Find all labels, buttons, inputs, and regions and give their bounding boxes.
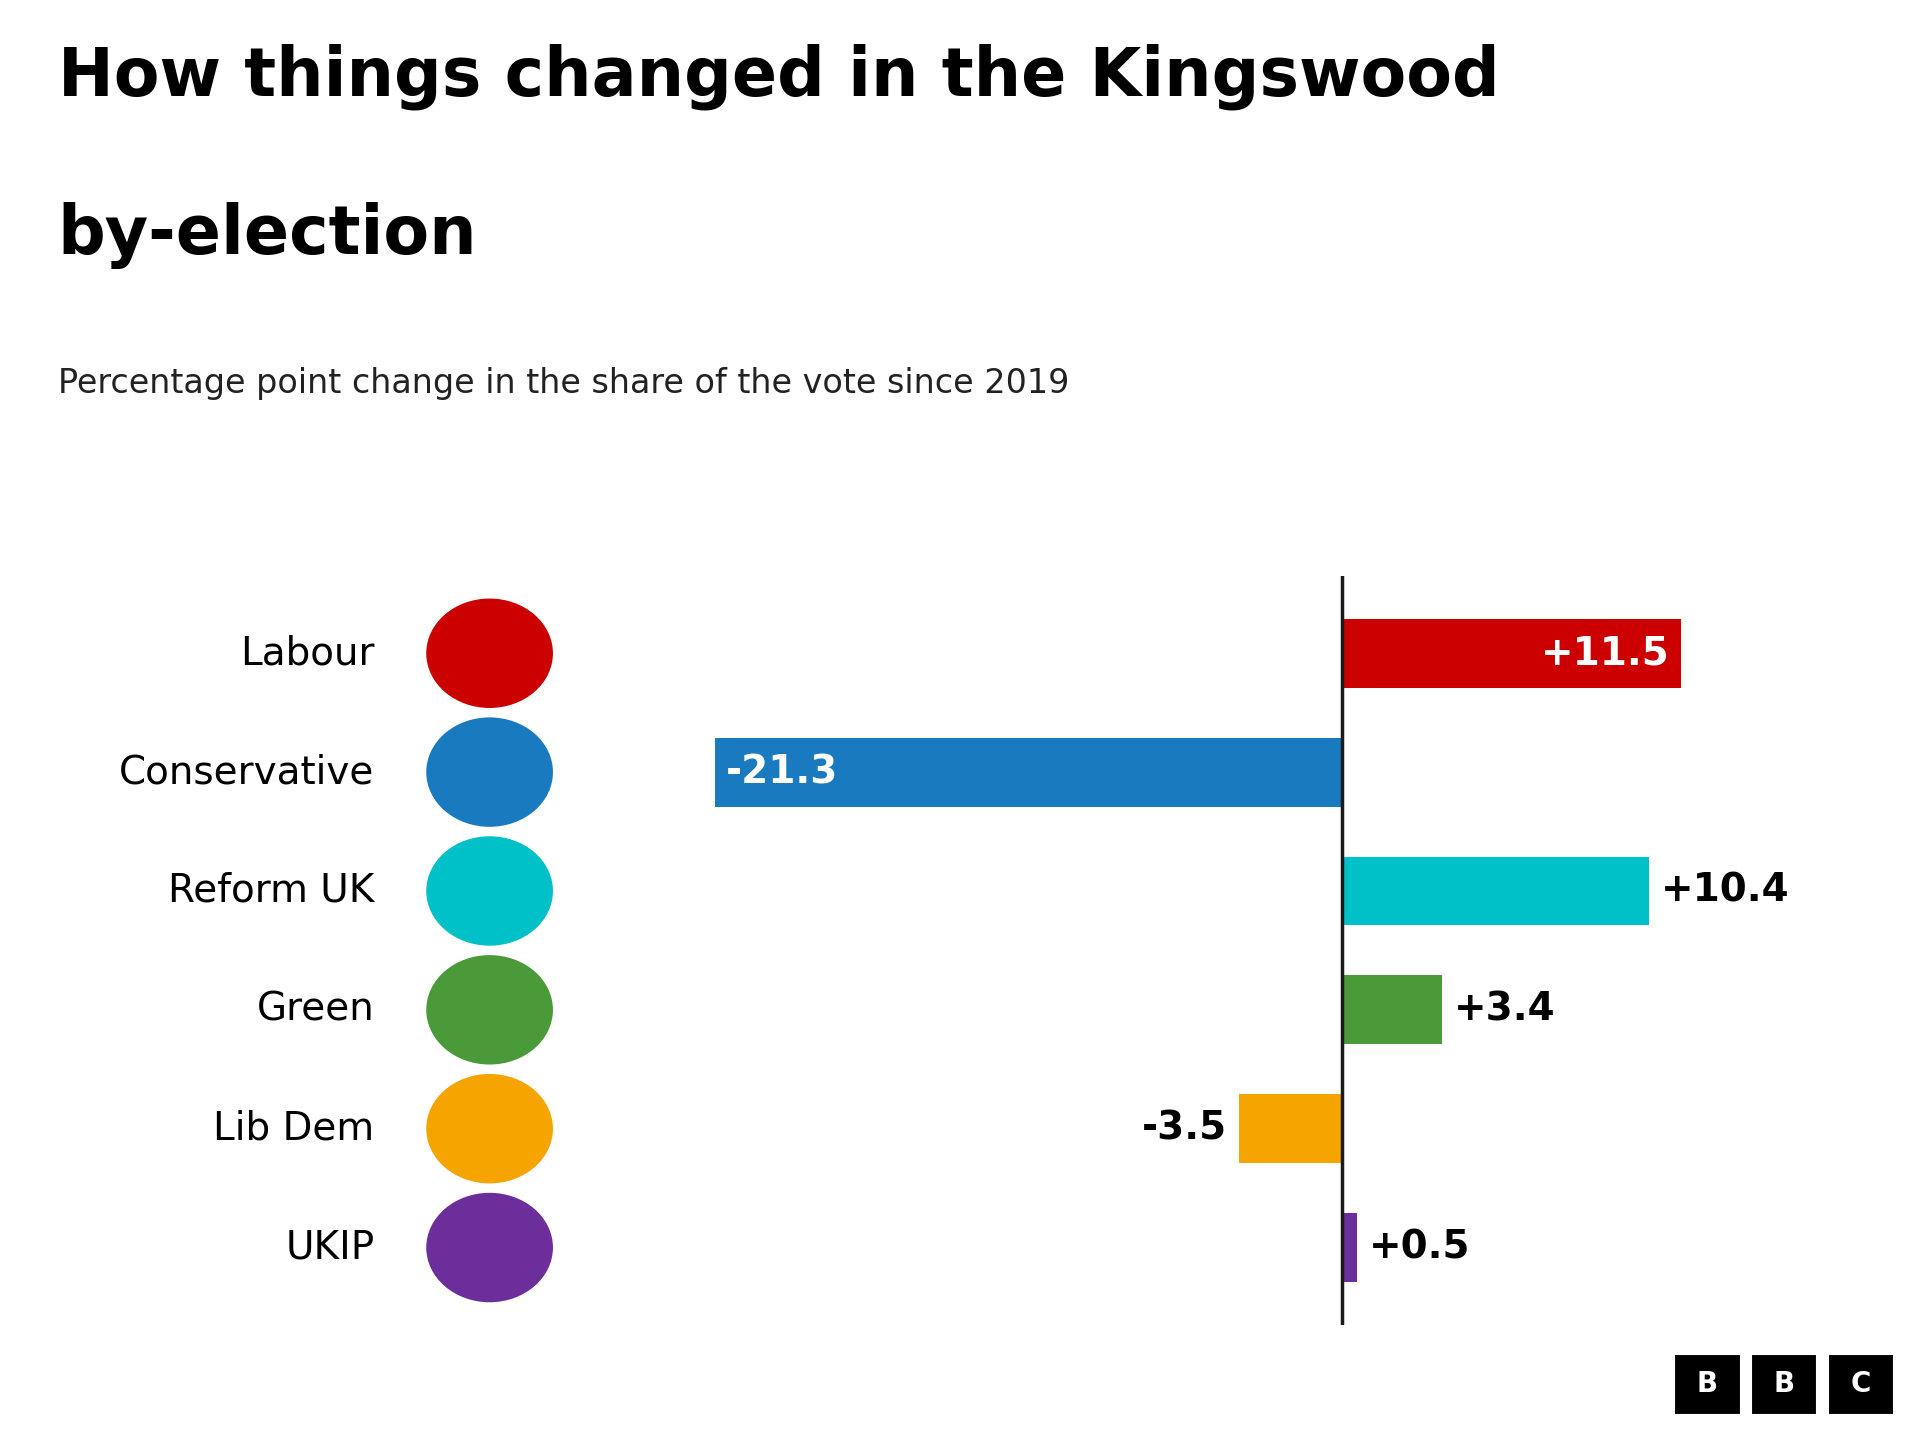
- Text: Conservative: Conservative: [119, 753, 374, 791]
- Text: +3.4: +3.4: [1453, 991, 1555, 1028]
- Text: UKIP: UKIP: [286, 1228, 374, 1267]
- Text: How things changed in the Kingswood: How things changed in the Kingswood: [58, 43, 1500, 109]
- Bar: [1342, 1212, 1357, 1282]
- Text: Lib Dem: Lib Dem: [213, 1110, 374, 1148]
- Text: B: B: [1695, 1369, 1718, 1398]
- Text: -21.3: -21.3: [726, 753, 839, 791]
- Text: +10.4: +10.4: [1661, 873, 1789, 910]
- Text: Green: Green: [257, 991, 374, 1028]
- Text: Labour: Labour: [240, 634, 374, 672]
- Text: Reform UK: Reform UK: [169, 873, 374, 910]
- Bar: [1342, 857, 1649, 926]
- Text: B: B: [1772, 1369, 1795, 1398]
- Text: +11.5: +11.5: [1540, 634, 1668, 672]
- Text: -3.5: -3.5: [1142, 1110, 1227, 1148]
- Bar: [1238, 1094, 1342, 1164]
- Text: +0.5: +0.5: [1369, 1228, 1471, 1267]
- Text: C: C: [1851, 1369, 1870, 1398]
- Text: Percentage point change in the share of the vote since 2019: Percentage point change in the share of …: [58, 367, 1069, 400]
- Bar: [1342, 619, 1682, 688]
- Bar: [714, 737, 1342, 806]
- Bar: [1342, 975, 1442, 1044]
- Text: by-election: by-election: [58, 202, 478, 269]
